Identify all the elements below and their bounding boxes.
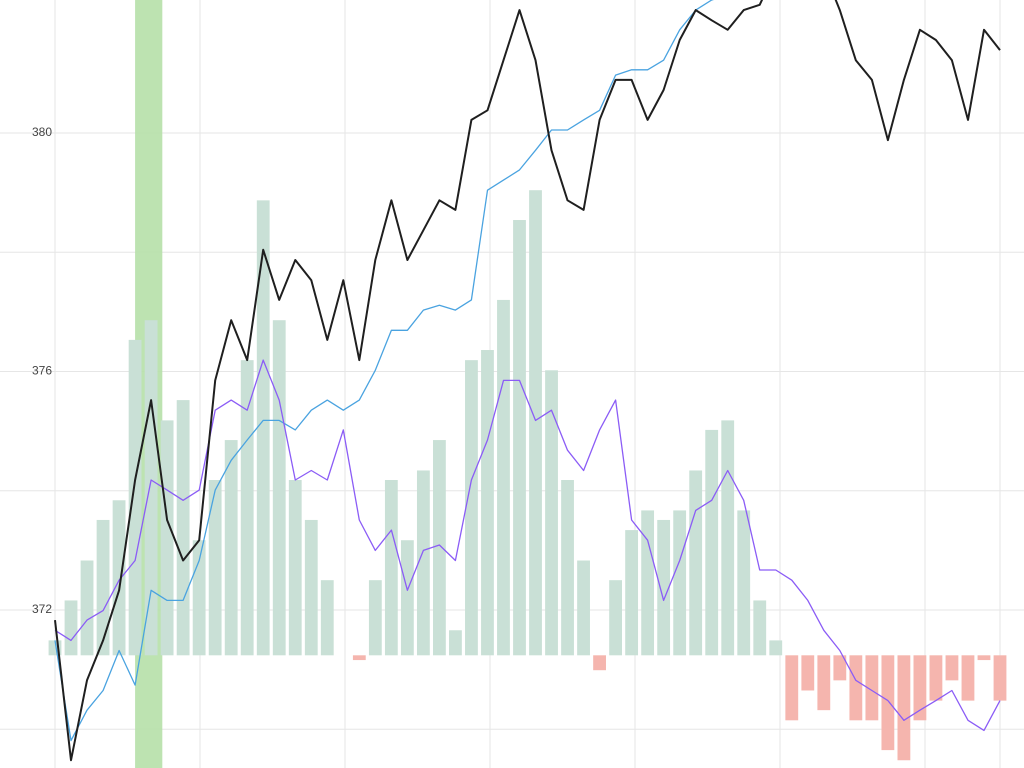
histogram-bar [673,510,687,656]
histogram-bar [705,429,719,656]
histogram-bar [657,519,671,656]
histogram-bar [128,339,142,656]
axis-labels: 372 376 380 [32,125,52,616]
histogram-bar [897,655,911,761]
histogram-bar [865,655,879,721]
histogram-bar [481,350,494,656]
histogram-bar [96,519,110,656]
histogram-bar [304,519,318,656]
series-line [54,0,714,742]
histogram-bar [769,640,783,656]
histogram-bar [368,580,382,656]
histogram-bar [753,600,767,656]
histogram-bar [320,580,334,656]
histogram-bar [913,655,927,721]
series-line [54,359,1001,732]
histogram-bar [64,600,78,656]
histogram-bar [272,320,286,656]
y-tick-label: 380 [32,125,52,139]
histogram-bar [256,200,270,656]
histogram-bar [593,655,606,671]
histogram-bar [625,530,639,656]
histogram-bar [112,500,126,656]
histogram-bar [416,470,430,656]
histogram-bar [929,655,943,701]
series-line [54,0,1001,762]
histogram-bar [192,540,206,656]
histogram-bar [961,655,975,701]
histogram-bar [352,655,366,661]
histogram-bar [641,510,655,656]
histogram-bar [561,480,574,656]
histogram-bar [433,440,446,656]
histogram-bar [160,420,174,656]
histogram-bar [689,470,703,656]
histogram-bar [545,370,558,656]
plot-area [48,0,1007,768]
histogram-bar [144,320,158,656]
y-tick-label: 376 [32,364,52,378]
histogram-bar [513,220,526,656]
histogram-bar [993,655,1007,701]
histogram-bar [833,655,847,681]
histogram-bar [737,510,751,656]
histogram-bar [977,655,991,661]
histogram-bar [529,190,542,656]
histogram-bar [945,655,959,681]
histogram-bar [609,580,622,656]
histogram-bar [817,655,831,711]
histogram-bar [288,480,302,656]
histogram-bar [240,360,254,656]
y-tick-label: 372 [32,602,52,616]
histogram-bar [224,440,238,656]
histogram-bar [384,480,398,656]
histogram-bar [721,420,735,656]
histogram-bar [849,655,863,721]
histogram-bar [465,360,478,656]
histogram-bar [577,560,590,656]
histogram-bar [801,655,815,691]
histogram-bar [449,630,462,656]
histogram-bar [497,299,510,656]
histogram-bar [80,560,94,656]
histogram-bar [785,655,799,721]
histogram-bar [400,540,414,656]
histogram-bar [176,400,190,656]
histogram-bar [881,655,895,751]
histogram-bar [208,480,222,656]
